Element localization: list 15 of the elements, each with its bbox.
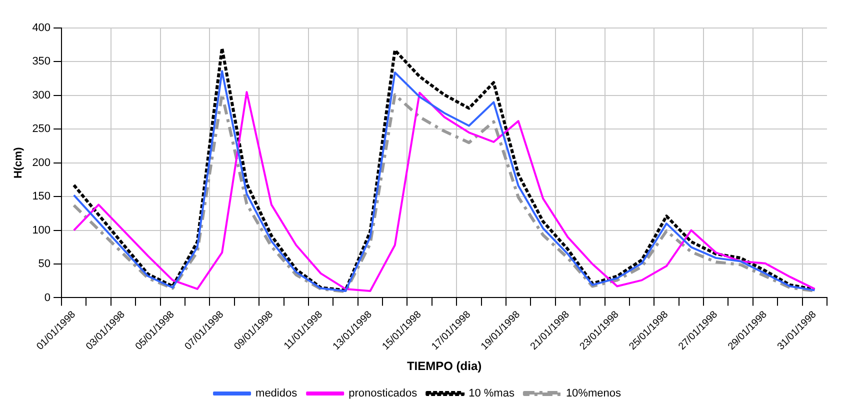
y-tick-label: 250 [32,123,51,136]
legend-label: pronosticados [348,388,418,400]
y-tick-label: 300 [32,89,51,102]
x-axis-title: TIEMPO (dia) [406,359,482,374]
y-tick-label: 200 [32,156,51,169]
y-tick-label: 400 [32,22,51,34]
y-tick-label: 0 [44,292,51,304]
y-tick-label: 150 [32,190,51,203]
legend-label: 10 %mas [468,388,515,400]
legend-label: 10%menos [566,388,622,400]
y-tick-label: 100 [32,224,51,236]
y-axis-title: H(cm) [12,146,25,178]
y-tick-label: 50 [38,258,51,270]
legend-label: medidos [256,388,298,400]
y-tick-label: 350 [32,56,51,68]
